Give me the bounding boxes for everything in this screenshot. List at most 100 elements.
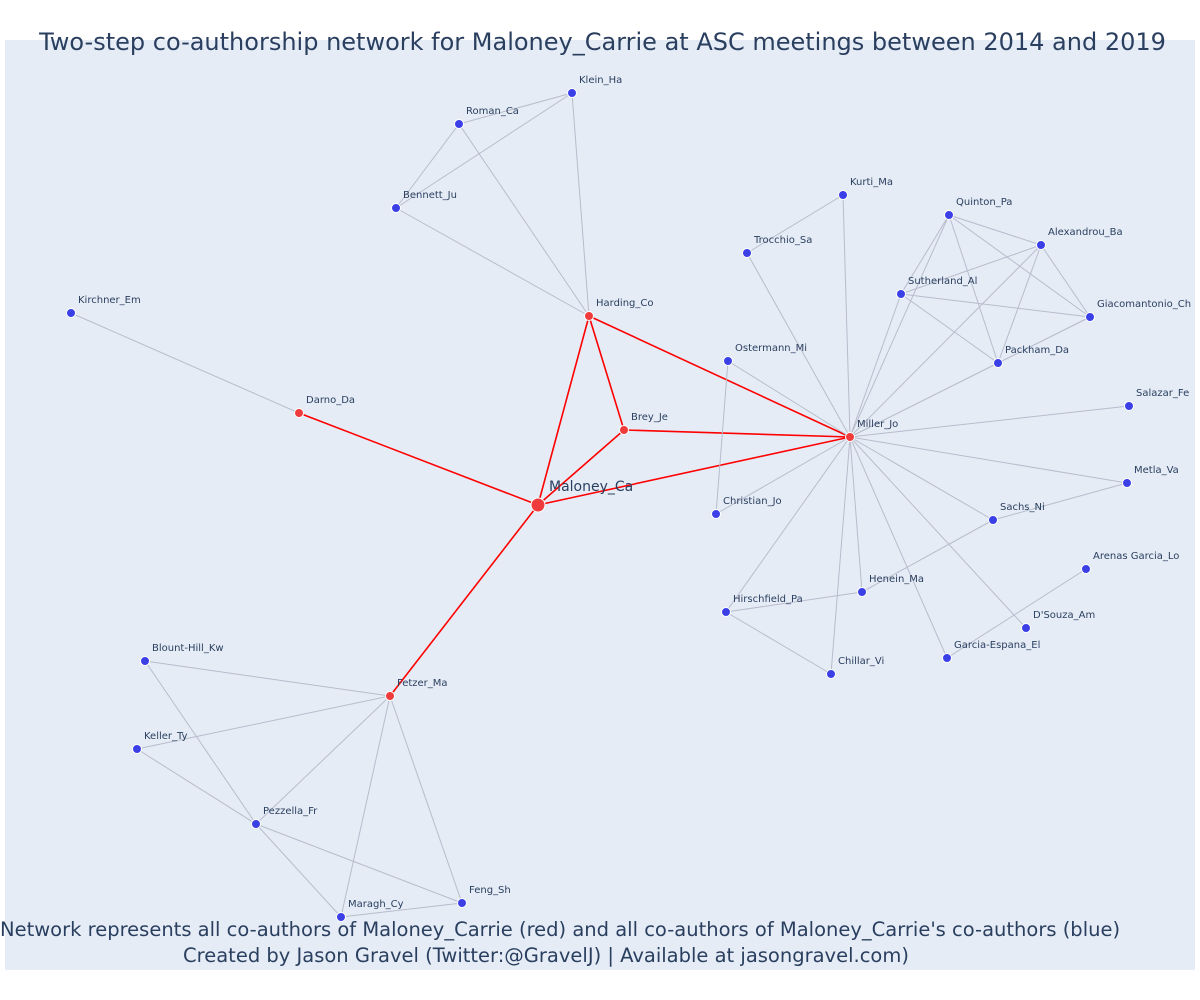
edge-sutherland-al-giacomantonio-ch bbox=[900, 293, 1091, 318]
node-label-maragh-cy: Maragh_Cy bbox=[348, 899, 404, 910]
node-label-metla-va: Metla_Va bbox=[1134, 465, 1179, 476]
node-label-kirchner-em: Kirchner_Em bbox=[78, 295, 141, 306]
edge-alexandrou-ba-giacomantonio-ch bbox=[1040, 244, 1091, 318]
node-label-chillar-vi: Chillar_Vi bbox=[838, 656, 884, 667]
edge-klein-ha-roman-ca bbox=[458, 92, 573, 125]
node-metla-va[interactable] bbox=[1122, 478, 1132, 488]
node-kirchner-em[interactable] bbox=[66, 308, 76, 318]
edge-maloney-ca-brey-je bbox=[537, 429, 625, 506]
footer-note: Network represents all co-authors of Mal… bbox=[0, 917, 1121, 969]
node-label-sutherland-al: Sutherland_Al bbox=[908, 276, 977, 287]
node-arenas-garcia-lo[interactable] bbox=[1081, 564, 1091, 574]
edge-harding-co-brey-je bbox=[588, 315, 625, 431]
edge-fetzer-ma-keller-ty bbox=[136, 695, 391, 750]
edge-miller-jo-hirschfield-pa bbox=[725, 436, 851, 613]
node-klein-ha[interactable] bbox=[567, 88, 577, 98]
node-alexandrou-ba[interactable] bbox=[1036, 240, 1046, 250]
node-sutherland-al[interactable] bbox=[896, 289, 906, 299]
edge-klein-ha-bennett-ju bbox=[395, 92, 573, 209]
node-packham-da[interactable] bbox=[993, 358, 1003, 368]
edge-miller-jo-henein-ma bbox=[849, 436, 863, 593]
chart-title: Two-step co-authorship network for Malon… bbox=[39, 28, 1166, 56]
node-maloney-ca[interactable] bbox=[530, 497, 546, 513]
edge-quinton-pa-alexandrou-ba bbox=[948, 214, 1042, 246]
node-label-salazar-fe: Salazar_Fe bbox=[1136, 388, 1189, 399]
node-brey-je[interactable] bbox=[619, 425, 629, 435]
edge-alexandrou-ba-sutherland-al bbox=[900, 244, 1042, 295]
node-bennett-ju[interactable] bbox=[391, 203, 401, 213]
node-chillar-vi[interactable] bbox=[826, 669, 836, 679]
node-label-christian-jo: Christian_Jo bbox=[723, 496, 782, 507]
node-label-sachs-ni: Sachs_Ni bbox=[1000, 502, 1045, 513]
edge-layer bbox=[70, 92, 1130, 918]
edge-maloney-ca-darno-da bbox=[298, 412, 539, 506]
node-giacomantonio-ch[interactable] bbox=[1085, 312, 1095, 322]
edge-alexandrou-ba-miller-jo bbox=[849, 244, 1042, 438]
node-layer bbox=[66, 88, 1134, 922]
node-darno-da[interactable] bbox=[294, 408, 304, 418]
node-label-garcia-espana-el: Garcia-Espana_El bbox=[954, 640, 1040, 651]
edge-fetzer-ma-maragh-cy bbox=[340, 695, 391, 918]
node-label-henein-ma: Henein_Ma bbox=[869, 574, 924, 585]
edge-quinton-pa-sutherland-al bbox=[900, 214, 950, 295]
node-salazar-fe[interactable] bbox=[1124, 401, 1134, 411]
node-blount-hill-kw[interactable] bbox=[140, 656, 150, 666]
node-label-arenas-garcia-lo: Arenas Garcia_Lo bbox=[1093, 551, 1179, 562]
node-ostermann-mi[interactable] bbox=[723, 356, 733, 366]
node-harding-co[interactable] bbox=[584, 311, 594, 321]
edge-maloney-ca-fetzer-ma bbox=[389, 504, 539, 697]
node-label-hirschfield-pa: Hirschfield_Pa bbox=[733, 594, 803, 605]
edge-christian-jo-miller-jo bbox=[715, 436, 851, 515]
node-hirschfield-pa[interactable] bbox=[721, 607, 731, 617]
node-roman-ca[interactable] bbox=[454, 119, 464, 129]
edge-miller-jo-salazar-fe bbox=[849, 405, 1130, 438]
node-label-pezzella-fr: Pezzella_Fr bbox=[263, 806, 318, 817]
node-maragh-cy[interactable] bbox=[336, 912, 346, 922]
edge-keller-ty-pezzella-fr bbox=[136, 748, 257, 825]
edge-miller-jo-sachs-ni bbox=[849, 436, 994, 521]
node-label-quinton-pa: Quinton_Pa bbox=[956, 197, 1012, 208]
footer-line-1: Network represents all co-authors of Mal… bbox=[0, 918, 1121, 941]
edge-harding-co-klein-ha bbox=[571, 92, 590, 317]
edge-sachs-ni-henein-ma bbox=[861, 519, 994, 593]
node-label-darno-da: Darno_Da bbox=[306, 395, 355, 406]
node-label-maloney-ca: Maloney_Ca bbox=[549, 479, 633, 495]
edge-maloney-ca-miller-jo bbox=[537, 436, 851, 506]
node-pezzella-fr[interactable] bbox=[251, 819, 261, 829]
node-kurti-ma[interactable] bbox=[838, 190, 848, 200]
node-label-harding-co: Harding_Co bbox=[596, 298, 654, 309]
node-label-klein-ha: Klein_Ha bbox=[579, 75, 622, 86]
edge-sachs-ni-metla-va bbox=[992, 482, 1128, 521]
node-garcia-espana-el[interactable] bbox=[942, 653, 952, 663]
node-dsouza-am[interactable] bbox=[1021, 623, 1031, 633]
node-label-ostermann-mi: Ostermann_Mi bbox=[735, 343, 807, 354]
edge-fetzer-ma-feng-sh bbox=[389, 695, 463, 904]
edge-roman-ca-bennett-ju bbox=[395, 123, 460, 209]
node-label-trocchio-sa: Trocchio_Sa bbox=[753, 235, 812, 246]
node-quinton-pa[interactable] bbox=[944, 210, 954, 220]
edge-fetzer-ma-blount-hill-kw bbox=[144, 660, 391, 697]
edge-kurti-ma-trocchio-sa bbox=[746, 194, 844, 254]
node-christian-jo[interactable] bbox=[711, 509, 721, 519]
node-label-kurti-ma: Kurti_Ma bbox=[850, 177, 893, 188]
node-label-fetzer-ma: Fetzer_Ma bbox=[397, 678, 448, 689]
edge-miller-jo-metla-va bbox=[849, 436, 1128, 484]
node-fetzer-ma[interactable] bbox=[385, 691, 395, 701]
plot-background bbox=[5, 40, 1195, 970]
edge-quinton-pa-miller-jo bbox=[849, 214, 950, 438]
node-henein-ma[interactable] bbox=[857, 587, 867, 597]
node-label-roman-ca: Roman_Ca bbox=[466, 106, 519, 117]
edge-hirschfield-pa-henein-ma bbox=[725, 591, 863, 613]
node-label-blount-hill-kw: Blount-Hill_Kw bbox=[152, 643, 224, 654]
node-label-bennett-ju: Bennett_Ju bbox=[403, 190, 457, 201]
edge-blount-hill-kw-pezzella-fr bbox=[144, 660, 257, 825]
node-feng-sh[interactable] bbox=[457, 898, 467, 908]
edge-maragh-cy-feng-sh bbox=[340, 902, 463, 918]
node-label-giacomantonio-ch: Giacomantonio_Ch bbox=[1097, 299, 1191, 310]
node-miller-jo[interactable] bbox=[845, 432, 855, 442]
node-trocchio-sa[interactable] bbox=[742, 248, 752, 258]
edge-harding-co-roman-ca bbox=[458, 123, 590, 317]
node-sachs-ni[interactable] bbox=[988, 515, 998, 525]
node-keller-ty[interactable] bbox=[132, 744, 142, 754]
